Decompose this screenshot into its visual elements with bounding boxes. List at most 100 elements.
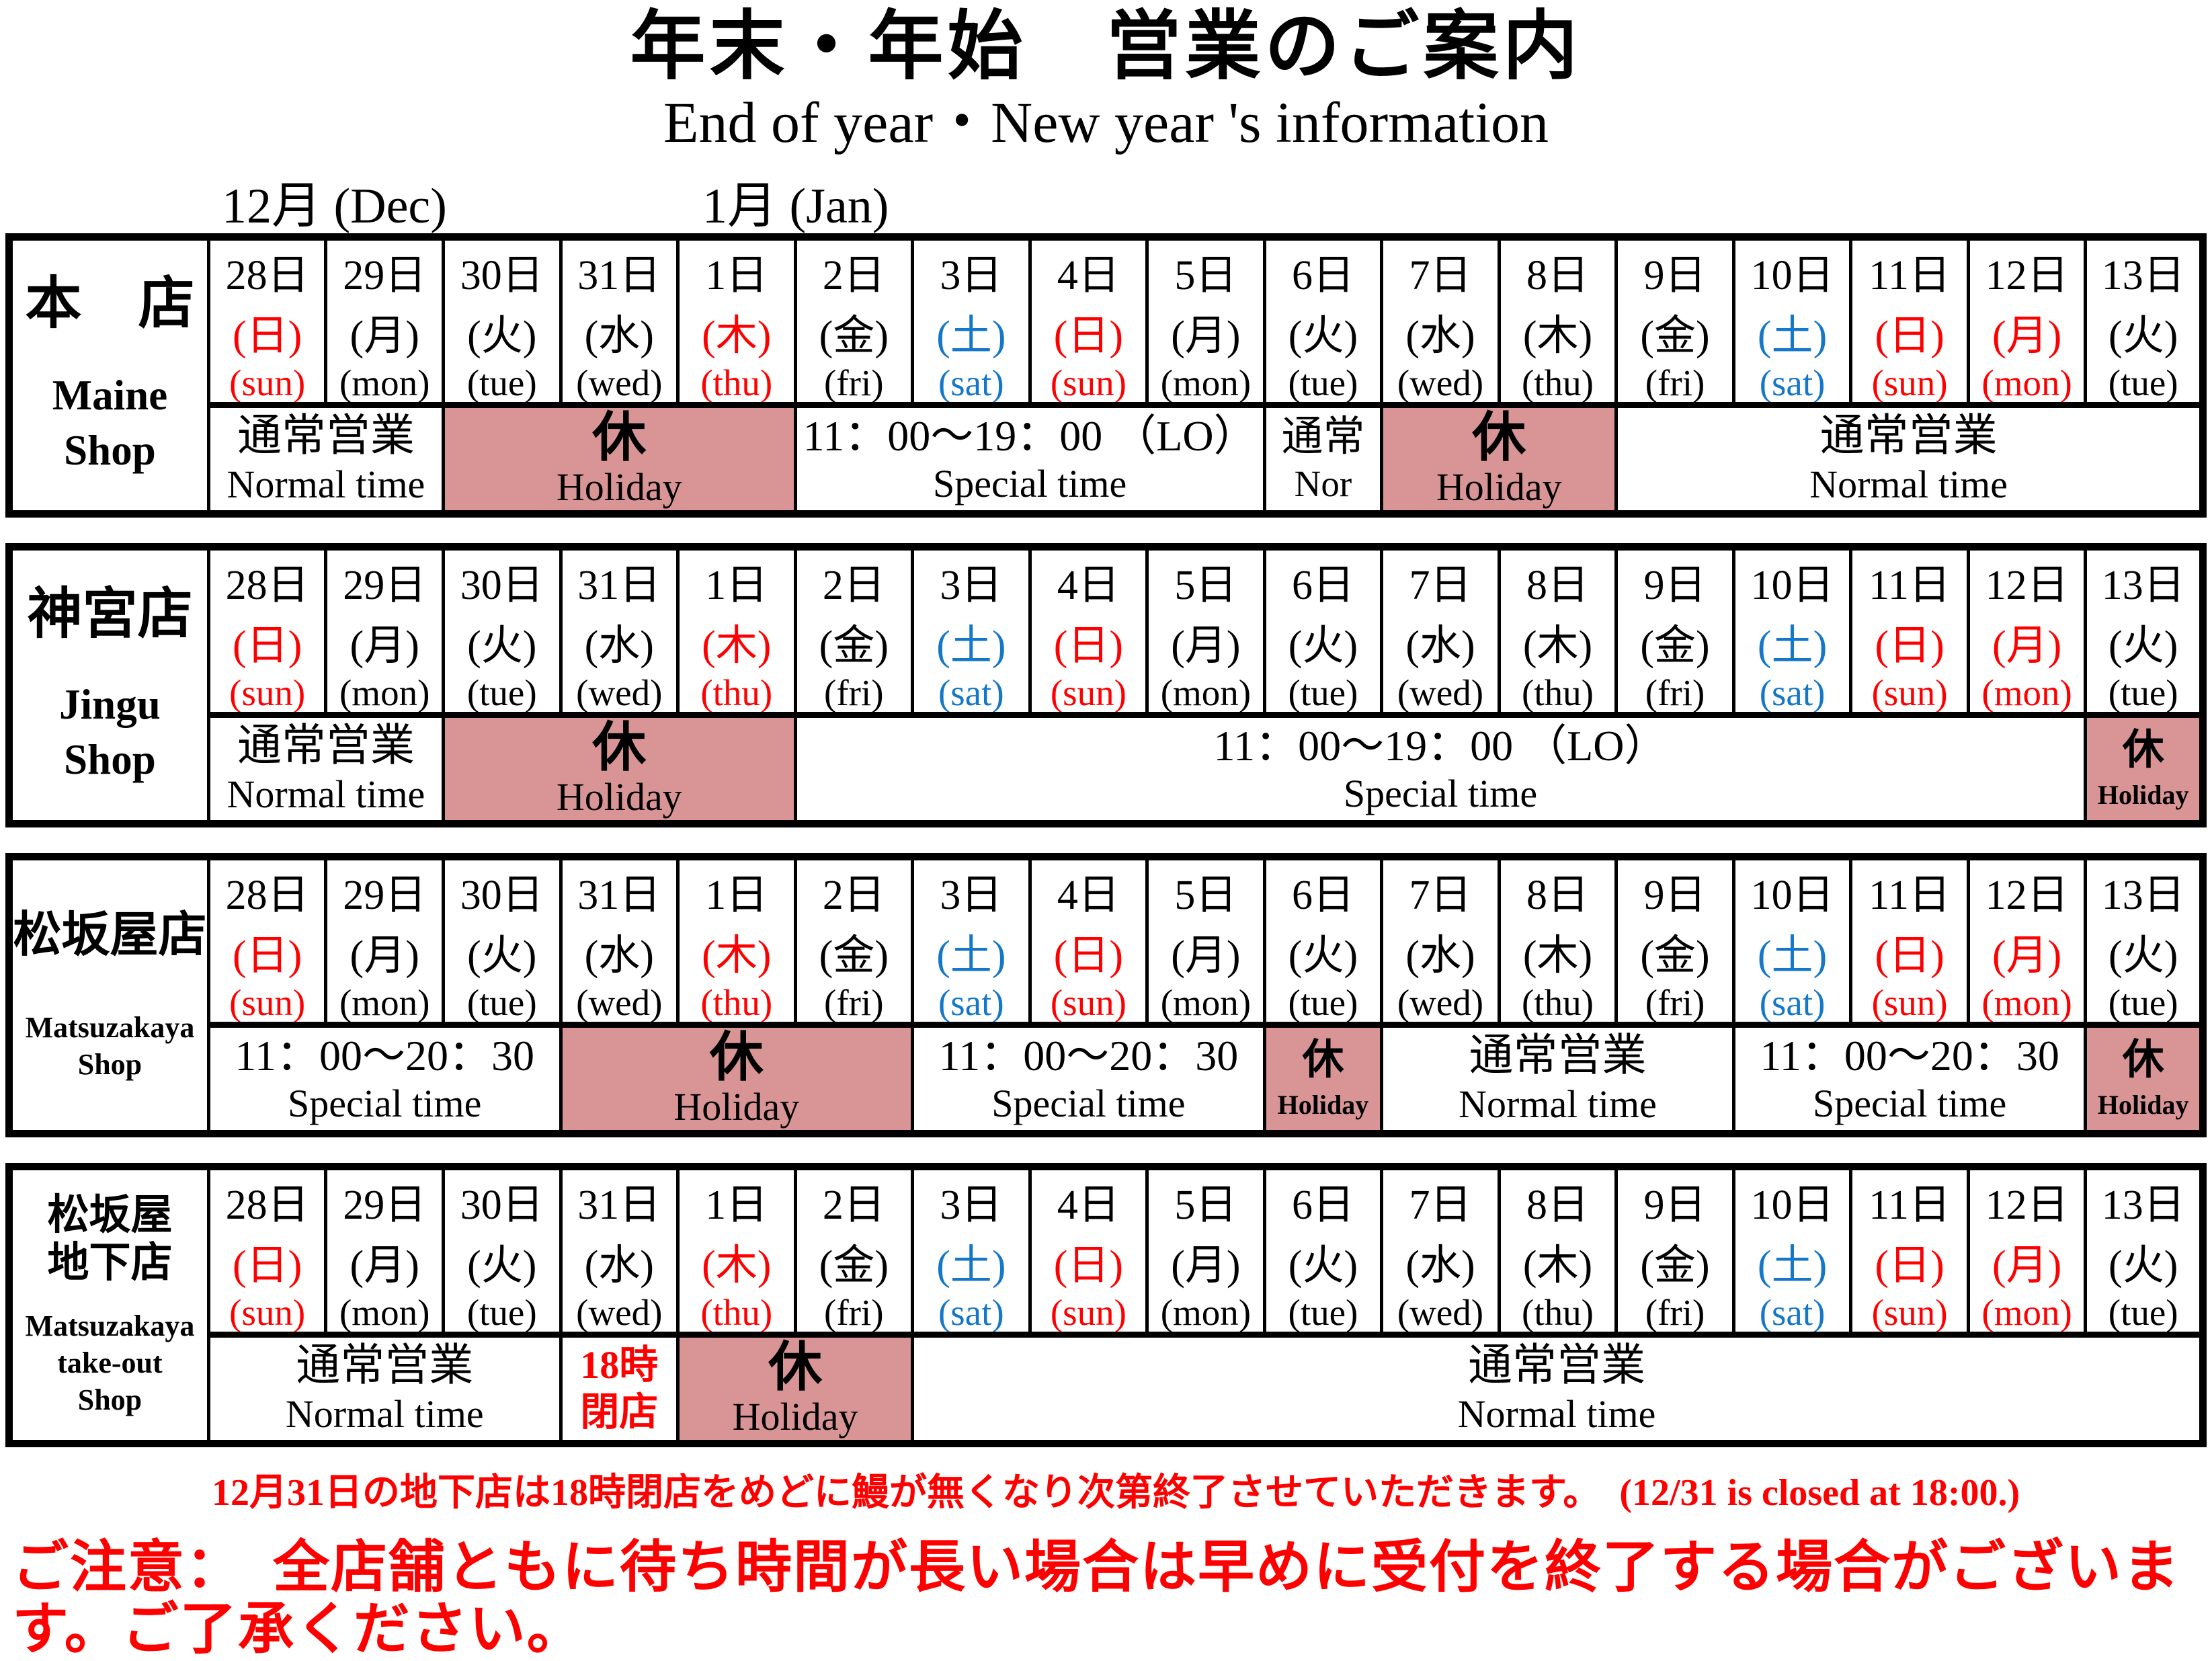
hours-cell: 11：00～19：00 （LO） Special time — [793, 713, 2088, 826]
date-weekday-jp: (火) — [1288, 933, 1358, 979]
date-cell-content: 2日 (金) (fri) — [798, 241, 909, 404]
shop-name-jp: 松坂屋店 — [13, 907, 205, 963]
shop-name-en-line: Shop — [64, 426, 156, 474]
date-weekday-en: (wed) — [576, 362, 663, 404]
date-weekday-en: (fri) — [824, 982, 884, 1024]
hours-line-jp: 休 — [592, 718, 647, 778]
date-cell: 12日 (月) (mon) — [1966, 545, 2088, 719]
date-cell: 5日 (月) (mon) — [1145, 1165, 1266, 1338]
date-weekday-en: (thu) — [700, 362, 773, 404]
date-cell: 29日 (月) (mon) — [324, 235, 445, 409]
date-weekday-jp: (火) — [467, 1243, 537, 1289]
date-cell: 1日 (木) (thu) — [676, 855, 797, 1028]
date-row: 松坂屋 地下店 Matsuzakaya take-out Shop 28日 (日) (sun)… — [7, 1165, 2205, 1447]
date-cell-content: 4日 (日) (sun) — [1033, 860, 1144, 1024]
shop-name-jp: 松坂屋 地下店 — [47, 1192, 172, 1288]
hours-cell: 休 Holiday — [441, 403, 797, 516]
date-day: 5日 — [1174, 253, 1237, 299]
date-cell: 13日 (火) (tue) — [2084, 855, 2205, 1028]
shop-name-en-line: Shop — [77, 1048, 142, 1082]
hours-cell-content: 休 Holiday — [564, 1028, 909, 1131]
date-weekday-en: (mon) — [1160, 982, 1252, 1024]
date-weekday-jp: (日) — [1875, 933, 1944, 979]
date-cell-content: 13日 (火) (tue) — [2089, 241, 2199, 399]
hours-cell: 11：00～19：00 （LO） Special time — [793, 403, 1266, 516]
date-weekday-jp: (月) — [1171, 1243, 1241, 1289]
date-cell-content: 29日 (月) (mon) — [329, 551, 440, 709]
hours-cell-content: 11：00～20：30 Special time — [916, 1028, 1262, 1131]
hours-line-en: Special time — [932, 462, 1127, 506]
date-weekday-jp: (水) — [1405, 313, 1475, 360]
date-weekday-jp: (水) — [1405, 933, 1475, 979]
hours-line-en: Normal time — [285, 1391, 484, 1436]
date-cell: 29日 (月) (mon) — [324, 545, 445, 719]
date-weekday-jp: (火) — [2108, 623, 2178, 670]
shop-schedule-table: 松坂屋 地下店 Matsuzakaya take-out Shop 28日 (日) (sun)… — [5, 1163, 2207, 1448]
date-weekday-jp: (火) — [467, 933, 537, 979]
date-weekday-en: (sat) — [1759, 362, 1826, 404]
hours-line-jp: 11：00～20：30 — [938, 1032, 1239, 1080]
hours-line-jp: 18時 — [580, 1343, 659, 1387]
date-weekday-jp: (木) — [1522, 623, 1593, 670]
date-cell: 4日 (日) (sun) — [1028, 1165, 1149, 1338]
date-weekday-en: (sun) — [1050, 982, 1127, 1024]
date-row: 松坂屋店 Matsuzakaya Shop 28日 (日) (sun) 29日 (月) (mon… — [7, 855, 2205, 1137]
date-cell: 31日 (水) (wed) — [559, 235, 680, 409]
date-cell-content: 28日 (日) (sun) — [212, 1170, 323, 1329]
date-weekday-jp: (火) — [1288, 313, 1358, 360]
hours-cell: 休 Holiday — [2084, 1023, 2205, 1136]
date-cell-content: 7日 (水) (wed) — [1385, 1170, 1496, 1329]
date-weekday-en: (sun) — [1871, 672, 1948, 714]
date-cell-content: 29日 (月) (mon) — [329, 860, 440, 1019]
date-weekday-jp: (木) — [702, 933, 772, 979]
date-cell: 3日 (土) (sat) — [911, 1165, 1032, 1338]
date-cell: 6日 (火) (tue) — [1262, 545, 1384, 719]
date-weekday-jp: (日) — [1053, 623, 1124, 670]
date-weekday-jp: (月) — [1992, 933, 2062, 979]
date-weekday-en: (fri) — [824, 362, 884, 404]
hours-line-jp: 11：00～20：30 — [1760, 1032, 2059, 1080]
shop-schedule-table: 松坂屋店 Matsuzakaya Shop 28日 (日) (sun) 29日 (月) (mon… — [5, 853, 2207, 1138]
date-cell-content: 11日 (日) (sun) — [1854, 551, 1965, 714]
date-day: 30日 — [460, 873, 544, 919]
date-cell-content: 28日 (日) (sun) — [212, 860, 323, 1019]
shop-name-jp-line: 本 店 — [25, 273, 195, 336]
date-day: 12日 — [1985, 1182, 2069, 1229]
hours-line-jp: 休 — [592, 408, 647, 468]
date-day: 31日 — [577, 873, 661, 919]
date-cell: 7日 (水) (wed) — [1380, 855, 1501, 1028]
date-day: 4日 — [1057, 1182, 1120, 1229]
date-cell-content: 4日 (日) (sun) — [1033, 551, 1144, 709]
date-cell-content: 3日 (土) (sat) — [916, 860, 1027, 1019]
date-day: 6日 — [1291, 253, 1354, 299]
date-day: 7日 — [1409, 1182, 1472, 1229]
date-cell: 10日 (土) (sat) — [1731, 855, 1853, 1028]
hours-line-jp: 休 — [2122, 1037, 2164, 1083]
date-day: 8日 — [1526, 253, 1590, 299]
hours-cell-content: 18時 閉店 — [564, 1338, 675, 1441]
date-cell: 12日 (月) (mon) — [1966, 1165, 2088, 1338]
date-weekday-en: (sat) — [1759, 1292, 1826, 1334]
date-row: 神宮店 Jingu Shop 28日 (日) (sun) 29日 (月) (mon) 30日 (火)… — [7, 545, 2205, 827]
date-day: 8日 — [1526, 563, 1590, 609]
date-day: 11日 — [1869, 563, 1951, 609]
date-day: 5日 — [1174, 873, 1237, 919]
date-cell: 7日 (水) (wed) — [1380, 235, 1501, 409]
date-cell-content: 1日 (木) (thu) — [682, 860, 792, 1019]
date-cell: 29日 (月) (mon) — [324, 1165, 445, 1338]
date-cell: 28日 (日) (sun) — [206, 235, 328, 409]
date-cell: 2日 (金) (fri) — [793, 545, 915, 719]
shop-name-jp-line: 地下店 — [47, 1240, 173, 1287]
hours-cell: 11：00～20：30 Special time — [206, 1023, 563, 1136]
date-weekday-en: (fri) — [1645, 982, 1705, 1024]
hours-line-jp: 通常営業 — [1469, 1031, 1647, 1081]
date-day: 29日 — [343, 1182, 427, 1229]
date-cell: 31日 (水) (wed) — [559, 855, 680, 1028]
date-day: 13日 — [2101, 253, 2185, 299]
hours-cell-content: 通常営業 Normal time — [212, 409, 440, 511]
date-cell: 30日 (火) (tue) — [441, 545, 563, 719]
hours-cell: 18時 閉店 — [559, 1333, 680, 1446]
hours-cell-content: 休 Holiday — [446, 718, 792, 821]
date-cell: 1日 (木) (thu) — [676, 545, 797, 719]
date-cell-content: 5日 (月) (mon) — [1151, 551, 1262, 709]
